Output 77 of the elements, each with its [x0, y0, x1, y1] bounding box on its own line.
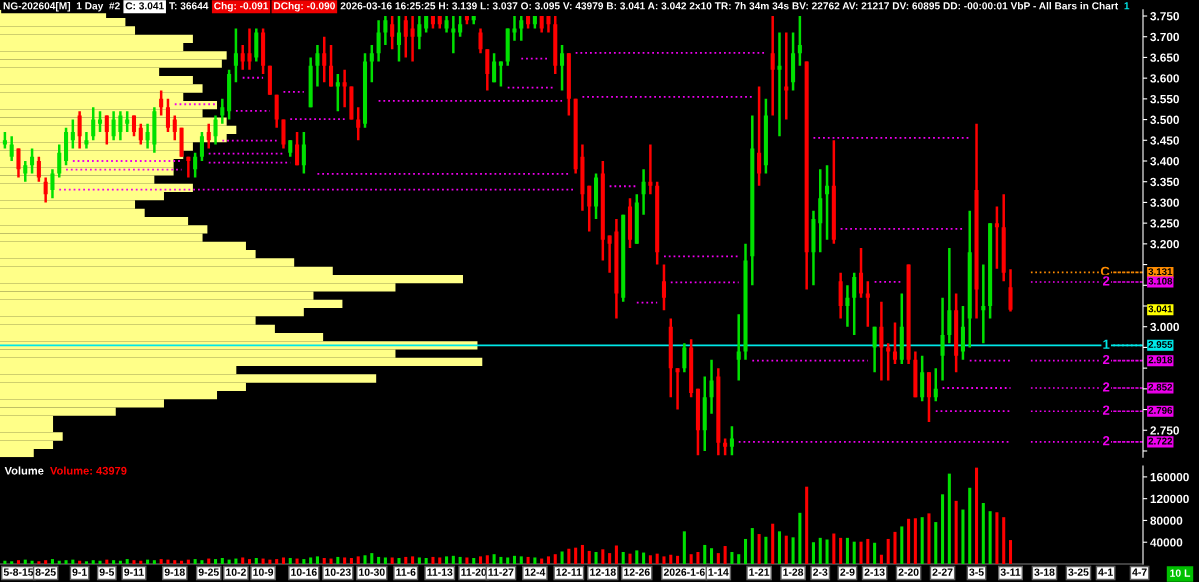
x-tick-label: 9-11: [124, 568, 144, 576]
x-tick-label: 10-2: [226, 568, 246, 576]
text: C: 3.041: [125, 2, 164, 10]
x-tick-label: 1-28: [783, 568, 804, 576]
x-tick-label: 9-5: [99, 568, 115, 576]
ref-line-label: 2.852: [1148, 383, 1173, 391]
y-tick-label: 80000: [1150, 516, 1183, 525]
x-tick-label: 3-25: [1068, 568, 1089, 576]
x-tick-label: 12-18: [590, 568, 616, 576]
y-tick-label: 3.450: [1150, 136, 1179, 145]
y-tick-label: 40000: [1150, 538, 1183, 547]
x-tick-label: 2-9: [840, 568, 855, 576]
x-tick-label: 9-18: [164, 568, 185, 576]
text: 10 L: [1170, 569, 1191, 577]
x-tick-label: 2026-1-6: [663, 568, 705, 576]
y-tick-label: 3.300: [1150, 198, 1179, 207]
x-tick-label: 1-21: [749, 568, 770, 576]
ref-line-label: 2.955: [1148, 341, 1173, 348]
x-tick-label: 11-27: [488, 568, 514, 576]
x-tick-label: 3-18: [1034, 568, 1055, 576]
x-tick-label: 12-4: [525, 568, 546, 576]
y-tick-label: 3.750: [1150, 12, 1179, 21]
annotation: 2: [1102, 405, 1110, 415]
x-tick-label: 11-20: [461, 568, 487, 576]
y-tick-label: 3.550: [1150, 94, 1179, 104]
text: T: 36644: [169, 2, 209, 10]
chart-title: NG-202604[M] 1 Day #2: [3, 2, 120, 12]
x-tick-label: 12-11: [556, 568, 582, 576]
y-tick-label: 3.600: [1150, 74, 1179, 83]
x-tick-label: 1-14: [708, 568, 729, 576]
chart-title: Volume: [4, 466, 44, 475]
y-tick-label: 3.400: [1150, 157, 1179, 166]
text: 1: [1124, 2, 1130, 10]
annotation: 1: [1103, 339, 1110, 349]
x-tick-label: 10-30: [359, 568, 385, 576]
ref-line-label: 3.108: [1148, 277, 1173, 285]
ref-line-label: 3.131: [1148, 268, 1173, 276]
y-tick-label: 3.500: [1150, 115, 1179, 124]
x-tick-label: 4-7: [1132, 568, 1147, 576]
y-tick-label: 3.000: [1150, 322, 1179, 332]
annotation: 2: [1102, 276, 1110, 286]
ref-line-label: 2.722: [1148, 437, 1173, 445]
x-tick-label: 9-25: [198, 568, 219, 576]
x-tick-label: 3-11: [1000, 568, 1021, 576]
x-tick-label: 3-5: [969, 568, 984, 576]
annotation: Volume: 43979: [50, 466, 127, 475]
x-tick-label: 10-16: [291, 568, 317, 576]
y-tick-label: 3.650: [1150, 53, 1179, 62]
x-tick-label: 10-23: [325, 568, 351, 576]
x-tick-label: 10-9: [253, 568, 274, 576]
annotation: 2: [1102, 382, 1110, 392]
y-tick-label: 3.350: [1150, 177, 1179, 187]
text: 3.041: [1148, 305, 1173, 313]
x-tick-label: 5-8-15: [3, 568, 34, 576]
annotation: 2: [1102, 354, 1110, 365]
x-tick-label: 11-6: [396, 568, 416, 576]
x-tick-label: 2-13: [864, 568, 885, 576]
y-tick-label: 3.700: [1150, 32, 1179, 42]
x-tick-label: 12-26: [624, 568, 650, 576]
x-tick-label: 2-3: [813, 568, 828, 576]
y-tick-label: 120000: [1150, 494, 1189, 504]
ref-line-label: 2.796: [1148, 406, 1173, 414]
y-tick-label: 3.200: [1150, 239, 1179, 249]
x-tick-label: 9-1: [72, 568, 87, 576]
annotation: Chg: -0.091: [214, 2, 269, 12]
x-tick-label: 2-27: [932, 568, 953, 576]
annotation: 2: [1102, 436, 1110, 446]
x-tick-label: 2-20: [898, 568, 919, 576]
x-tick-label: 11-13: [427, 568, 453, 576]
x-tick-label: 8-25: [35, 568, 56, 576]
text: 2026-03-16 16:25:25 H: 3.139 L: 3.037 O: 3.095 V: 43979 B: 3.041 A: 3.042 2x10 TR: 7h 34m 34s BV: 22762 AV: 21217 DV: 60895 DD: -00:00:01 VbP - All Bars in Chart: [340, 2, 1119, 10]
annotation: DChg: -0.090: [274, 2, 335, 12]
y-tick-label: 2.750: [1150, 426, 1179, 435]
y-tick-label: 160000: [1150, 472, 1189, 482]
x-tick-label: 4-1: [1098, 568, 1113, 576]
ref-line-label: 2.918: [1148, 356, 1173, 364]
y-tick-label: 3.250: [1150, 219, 1179, 228]
